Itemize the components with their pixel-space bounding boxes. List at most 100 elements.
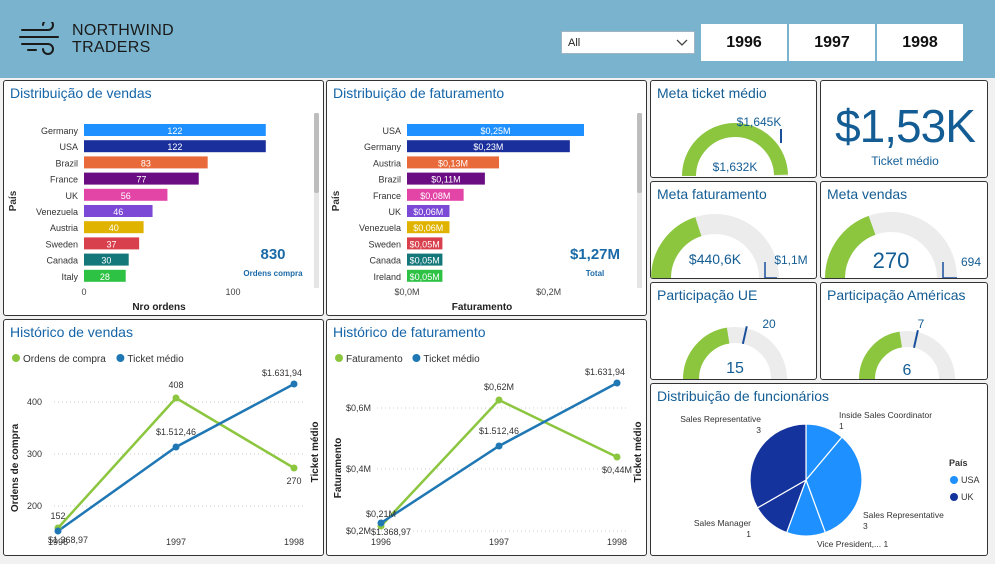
country-filter-dropdown[interactable]: All (561, 31, 695, 54)
wind-logo-icon (19, 22, 59, 55)
y-axis-title: País (8, 190, 19, 211)
kpi-value: $1,27M (570, 246, 620, 263)
category-label: Canada (369, 256, 401, 266)
gauge-fill (651, 217, 702, 278)
tick-label: 1998 (284, 537, 304, 547)
year-button-1998[interactable]: 1998 (877, 24, 963, 61)
point (172, 443, 180, 451)
bar (84, 188, 168, 201)
data-label: $1.368,97 (371, 527, 411, 537)
x-axis-title: Nro ordens (132, 302, 186, 313)
target-label: $1,645K (737, 115, 782, 129)
card-meta-faturamento: Meta faturamento $1,1M $440,6K (650, 181, 817, 279)
bar-chart-vendas: País Germany 122 USA 122 Brazil 83 France 77 UK 56… (8, 113, 319, 313)
kpi-label: Total (586, 269, 605, 278)
gauge-value: $1,632K (713, 160, 758, 174)
category-label: USA (382, 126, 401, 136)
data-label: $0,05M (410, 272, 440, 282)
card-title: Histórico de faturamento (333, 324, 486, 340)
card-title: Participação Américas (827, 287, 966, 303)
card-title: Participação UE (657, 287, 758, 303)
data-label: $0,05M (410, 256, 440, 266)
data-label: $0,25M (480, 126, 510, 136)
category-label: Austria (50, 223, 78, 233)
tick-label: $0,4M (346, 464, 371, 474)
data-label: $0,21M (366, 509, 396, 519)
tick-label: $0,0M (394, 287, 419, 297)
tick-label: 300 (27, 449, 42, 459)
gauge-value: $440,6K (689, 251, 742, 267)
data-label: $1.631,94 (585, 367, 625, 377)
year-button-1996[interactable]: 1996 (701, 24, 787, 61)
bar (407, 205, 450, 217)
card-title: Meta vendas (827, 186, 908, 202)
target-label: 7 (918, 317, 925, 331)
ticket-value: $1,53K (835, 100, 976, 152)
bar (84, 205, 153, 217)
gauge-value: 15 (726, 360, 744, 377)
chevron-down-icon (676, 39, 688, 46)
header-bar: NORTHWIND TRADERS All 1996 1997 1998 (0, 0, 995, 78)
scrollbar-track (314, 113, 319, 288)
tick-label: 400 (27, 397, 42, 407)
y2-axis-title: Ticket médio (310, 422, 321, 483)
bar (84, 221, 144, 234)
y-axis-title: Ordens de compra (10, 423, 21, 512)
tick-label: 1996 (48, 537, 68, 547)
point (613, 453, 621, 461)
data-label: $1.512,46 (479, 426, 519, 436)
gauge-fill (825, 215, 876, 278)
card-participacao-ue: Participação UE 20 15 (650, 282, 817, 380)
bar (407, 253, 443, 266)
x-axis-title: Faturamento (452, 302, 513, 313)
target-label: 694 (961, 255, 981, 269)
data-label: $1.368,97 (48, 535, 88, 545)
category-label: Brazil (378, 175, 401, 185)
legend-title: País (949, 458, 968, 468)
data-label: $0,23M (473, 142, 503, 152)
bar (407, 156, 500, 169)
line-chart-vendas: Ordens de compra Ticket médio Ordens de co… (10, 354, 321, 547)
data-label: 122 (167, 126, 182, 136)
pie-slice (805, 436, 863, 534)
bar (407, 124, 584, 136)
data-label: $0,06M (413, 223, 443, 233)
category-label: USA (59, 142, 78, 152)
card-ticket-medio: $1,53K Ticket médio (820, 80, 988, 178)
category-label: UK (388, 207, 401, 217)
target-marker (764, 262, 777, 278)
point (290, 464, 298, 472)
card-title: Meta faturamento (657, 186, 767, 202)
bar (407, 221, 450, 234)
category-label: Germany (364, 142, 402, 152)
data-label: 77 (136, 175, 146, 185)
card-meta-vendas: Meta vendas 694 270 (820, 181, 988, 279)
year-button-1997[interactable]: 1997 (789, 24, 875, 61)
bar (84, 172, 199, 185)
gauge-faturamento: $1,1M $440,6K (651, 214, 808, 278)
data-label: $1.512,46 (156, 427, 196, 437)
gauge-vendas: 694 270 (825, 212, 981, 278)
tick-label: 0 (81, 287, 86, 297)
pie-slice (749, 423, 807, 509)
series-line-b (380, 381, 618, 525)
series-line-b (57, 382, 295, 533)
bar (407, 140, 570, 153)
filter-value: All (568, 36, 581, 49)
line-chart-faturamento: Faturamento Ticket médio Faturamento Ticket… (333, 354, 644, 547)
category-label: France (50, 175, 78, 185)
data-label: 408 (168, 380, 183, 390)
card-title: Histórico de vendas (10, 324, 133, 340)
legend-item: Ordens de compra (23, 354, 106, 365)
brand-line2: TRADERS (72, 39, 151, 56)
point (613, 379, 621, 387)
data-label: 122 (167, 142, 182, 152)
kpi-value: 830 (260, 246, 285, 263)
legend-item: UK (961, 492, 974, 502)
gauge-fill (859, 331, 903, 379)
point (495, 396, 503, 404)
gauge-fill (683, 327, 730, 379)
legend-marker (116, 354, 125, 362)
point (377, 519, 385, 527)
